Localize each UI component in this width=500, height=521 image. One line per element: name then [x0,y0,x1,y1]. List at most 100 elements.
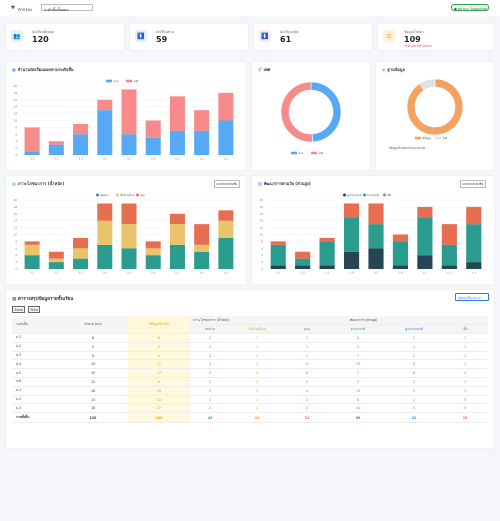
col-header: สูงกว่าเกณฑ์ [386,324,443,335]
table-cell: 2 [230,377,284,387]
total-cell: 44 [230,412,284,424]
legend-swatch [136,193,139,197]
table-cell: 2 [190,351,230,361]
legend-label: ผอม [140,194,145,197]
bar-segment [218,120,234,155]
weight-icon: ▤ [12,181,16,186]
bar-segment [145,248,161,256]
height-bar-card: ▥ พัฒนาการตามวัย (ส่วนสูง) แยกตามระดับชั้… [252,176,494,284]
y-tick-label: 6 [15,246,17,250]
level-filter-select[interactable]: ระดับชั้นทั้งหมด [41,4,93,12]
card-title: ▤ ภาวะโภชนาการ (น้ำหนัก) [12,181,65,186]
data-donut-card: ◉ ฐานข้อมูล มีข้อมูล ไม่มี มีข้อมูลน้ำหนัก… [376,62,494,170]
table-cell: 17 [128,359,190,370]
bar-segment [97,110,113,155]
export-excel-button[interactable]: ส่งออกเป็น Excel [455,293,489,301]
table-row: ป.1 8 8 2 1 1 4 1 1 [12,333,489,343]
height-bar-chart: 0 2 4 6 8 10 12 14 16 18 20 ป.1 ป.2 ป.3 ป.4 ป.5 ป.6 ม.1 ม.… [260,193,486,275]
bar-segment [194,224,210,245]
x-tick-label: ม.3 [224,157,229,161]
x-tick-label: ป.5 [127,157,131,161]
weight-bar-card: ▤ ภาวะโภชนาการ (น้ำหนัก) แยกตามระดับชั้น … [6,176,246,284]
table-cell: 3 [442,395,489,405]
stat-card-female: 🚺 นักเรียนหญิง 61 [254,24,372,50]
bar-segment [194,251,210,269]
y-tick-label: 6 [15,132,17,136]
y-tick-label: 6 [261,246,263,250]
stat-label: ข้อมูลน้ำหนัก [404,30,424,34]
by-level-button-2[interactable]: แยกตามระดับชั้น [460,180,486,189]
table-cell: 3 [284,377,331,387]
table-cell: 13 [58,395,128,405]
legend-swatch [106,79,112,83]
x-tick-label: ป.2 [54,271,58,275]
table-cell: ป.1 [12,333,58,343]
table-cell: 4 [442,368,489,379]
legend-label: มีข้อมูล [422,136,431,140]
col-header: มีข้อมูลน้ำหนัก [128,316,190,335]
donut-slice [280,81,313,143]
y-tick-label: 18 [260,205,264,209]
x-tick-label: ป.4 [349,271,353,275]
table-cell: 6 [284,368,331,379]
table-cell: 8 [128,377,190,387]
bar-segment [121,89,137,135]
x-tick-label: ม.2 [200,271,205,275]
x-tick-label: ม.2 [200,157,205,161]
bar-segment [441,224,457,245]
x-tick-label: ป.2 [54,157,58,161]
table-cell: 1 [386,395,443,405]
print-button[interactable]: Print [28,306,41,313]
bar-segment [145,241,161,249]
legend-swatch [126,79,132,83]
y-tick-label: 14 [260,219,264,223]
legend-label: เริ่มอ้วน/อ้วน [120,193,135,197]
bar-segment [417,206,433,218]
y-tick-label: 12 [14,112,18,116]
x-tick-label: ป.4 [103,157,107,161]
col-header: ผอม [284,324,331,335]
table-cell: 6 [386,368,443,379]
bar-chart-icon: ▦ [12,67,16,72]
legend-label: เตี้ย [387,193,392,197]
by-level-button[interactable]: แยกตามระดับชั้น [214,180,240,189]
total-cell: รวมทั้งสิ้น [12,412,58,424]
bar-segment [169,213,185,225]
card-title: ▦ จำนวนนักเรียนแยกตามระดับชั้น [12,67,74,72]
table-cell: 2 [190,368,230,379]
y-tick-label: 8 [15,125,17,129]
table-cell: 2 [386,377,443,387]
excel-button[interactable]: Excel [12,306,26,313]
table-cell: 1 [442,359,489,370]
bar-segment [73,123,89,135]
table-title: ▦ ตารางสรุปข้อมูลรายชั้นเรียน [12,297,74,302]
table-cell: 5 [58,342,128,352]
table-icon: ▦ [12,297,18,302]
card-title: ▥ พัฒนาการตามวัย (ส่วนสูง) [258,181,311,186]
table-cell: 9 [58,351,128,361]
table-cell: 19 [58,368,128,379]
users-icon: 👥 [11,30,23,42]
y-tick-label: 16 [14,212,18,216]
gender-bar-chart: 0 2 4 6 8 10 12 14 16 18 20 ป.1 ป.2 ป.3 ป.4 ป.5 ป.6 ม.1 ม.… [14,79,238,161]
status-button[interactable]: ● สถานะ: ข้อมูลล่าสุด [451,4,489,11]
bar-segment [343,217,360,252]
bar-segment [441,244,457,266]
height-icon: ▥ [258,181,262,186]
bar-segment [392,234,409,242]
bar-segment [169,244,185,269]
table-cell: ม.3 [12,403,58,414]
weight-bar-chart: 0 2 4 6 8 10 12 14 16 18 20 ป.1 ป.2 ป.3 ป.4 ป.5 ป.6 ม.1 ม.… [14,193,238,275]
y-tick-label: 20 [14,198,18,202]
group-header-weight: ภาวะโภชนาการ (น้ำหนัก) [190,316,331,326]
x-tick-label: ป.2 [301,271,305,275]
legend-label: หญิง [319,151,325,155]
bar-segment [48,258,64,263]
legend-swatch [343,193,346,197]
table-cell: 1 [386,351,443,361]
table-cell: 5 [230,359,284,370]
bar-segment [169,224,185,245]
bar-segment [466,206,482,225]
total-cell: 109 [128,412,190,424]
table-row: ป.3 9 9 2 3 4 7 1 1 [12,351,489,361]
